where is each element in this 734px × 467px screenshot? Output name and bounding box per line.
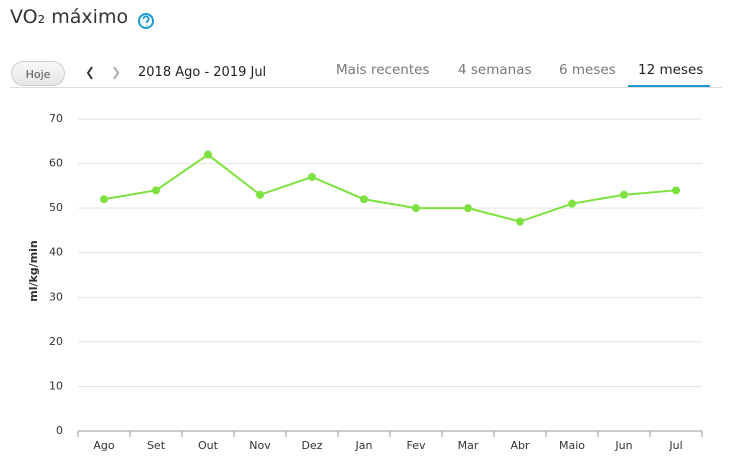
y-tick-label: 60 [49,157,63,170]
point [672,186,680,195]
x-tick-label: Dez [301,439,322,452]
point [152,186,160,195]
range-tab[interactable]: 12 meses [638,62,704,78]
y-tick-label: 10 [49,379,63,392]
next-arrow[interactable] [113,66,120,80]
y-tick-label: 20 [49,335,63,348]
x-tick-label: Mar [458,439,479,452]
y-tick-label: 40 [49,246,63,259]
y-tick-label: 50 [49,201,63,214]
point [516,217,524,226]
y-tick-label: 30 [49,290,63,303]
point [620,190,628,199]
range-tab[interactable]: Mais recentes [336,62,430,78]
point [204,150,212,159]
line [103,153,677,223]
help-icon[interactable] [138,13,154,29]
x-tick-label: Set [147,439,166,452]
page-title: VO₂ máximo [10,6,129,28]
tab-underline [628,85,710,87]
point [412,204,420,213]
today-button[interactable]: Hoje [11,61,65,86]
date-range: 2018 Ago - 2019 Jul [138,65,267,80]
x-tick-label: Jan [355,439,373,452]
x-tick-label: Fev [406,439,425,452]
prev-arrow[interactable] [86,66,93,80]
y-axis-label: ml/kg/min [27,240,40,302]
point [464,204,472,213]
point [100,195,108,204]
x-tick-label: Jul [668,439,682,452]
point [256,190,264,199]
x-tick-label: Nov [249,439,271,452]
x-tick-label: Ago [93,439,115,452]
point [360,195,368,204]
point [568,199,576,208]
x-tick-label: Jun [614,439,632,452]
range-tab[interactable]: 4 semanas [458,62,532,78]
y-tick-label: 0 [56,424,63,437]
x-tick-label: Abr [510,439,530,452]
range-tab[interactable]: 6 meses [559,62,616,78]
y-tick-label: 70 [49,112,63,125]
tab-divider [10,87,722,88]
point [308,172,316,181]
help-icon-mark [142,15,150,27]
x-tick-label: Out [198,439,219,452]
x-tick-label: Maio [559,439,585,452]
